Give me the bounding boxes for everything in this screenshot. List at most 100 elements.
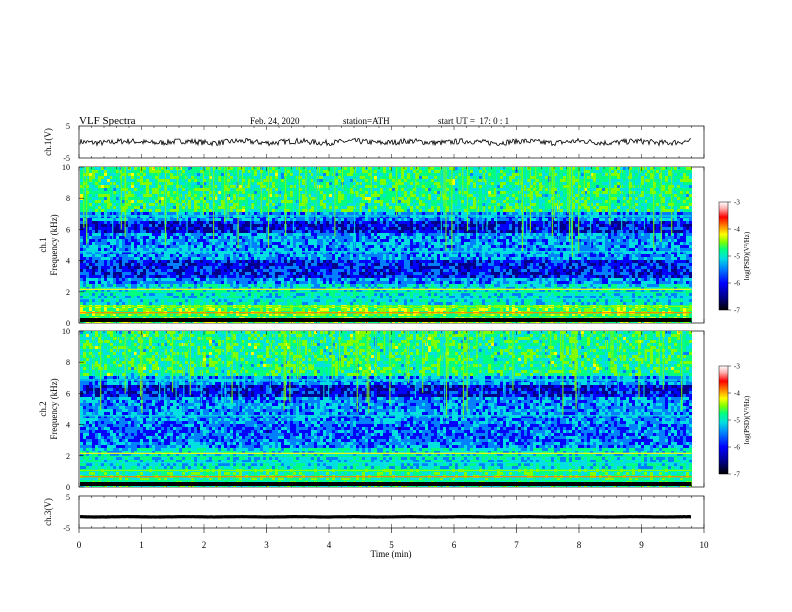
spectrogram-cell (605, 167, 608, 170)
spectrogram-cell (428, 230, 431, 233)
spectrogram-cell (101, 221, 104, 224)
spectrogram-cell (563, 191, 566, 194)
spectrogram-cell (173, 170, 176, 173)
spectrogram-cell (143, 200, 146, 203)
spectrogram-cell (218, 221, 221, 224)
spectrogram-cell (257, 233, 260, 236)
spectrogram-cell (200, 230, 203, 233)
spectrogram-cell (269, 233, 272, 236)
spectrogram-cell (425, 236, 428, 239)
spectrogram-cell (563, 230, 566, 233)
spectrogram-cell (425, 230, 428, 233)
spectrogram-cell (614, 173, 617, 176)
spectrogram-cell (233, 176, 236, 179)
spectrogram-cell (149, 212, 152, 215)
spectrogram-cell (287, 203, 290, 206)
spectrogram-cell (152, 182, 155, 185)
spectrogram-cell (509, 173, 512, 176)
spectrogram-cell (86, 182, 89, 185)
spectrogram-cell (482, 212, 485, 215)
spectrogram-cell (509, 209, 512, 212)
spectrogram-cell (617, 167, 620, 170)
spectrogram-cell (647, 221, 650, 224)
spectrogram-cell (677, 218, 680, 221)
spectrogram-cell (125, 185, 128, 188)
spectrogram-cell (227, 233, 230, 236)
spectrogram-cell (221, 209, 224, 212)
spectrogram-cell (146, 185, 149, 188)
spectrogram-cell (590, 200, 593, 203)
spectrogram-cell (101, 203, 104, 206)
spectrogram-cell (671, 227, 674, 230)
spectrogram-cell (230, 209, 233, 212)
spectrogram-cell (410, 173, 413, 176)
spectrogram-cell (581, 233, 584, 236)
spectrogram-cell (659, 179, 662, 182)
spectrogram-cell (101, 197, 104, 200)
spectrogram-cell (188, 239, 191, 242)
spectrogram-cell (209, 197, 212, 200)
spectrogram-cell (287, 227, 290, 230)
spectrogram-cell (374, 224, 377, 227)
spectrogram-cell (287, 209, 290, 212)
spectrogram-cell (533, 230, 536, 233)
spectrogram-cell (488, 167, 491, 170)
spectrogram-cell (542, 236, 545, 239)
spectrogram-cell (134, 170, 137, 173)
spectrogram-cell (386, 188, 389, 191)
spectrogram-cell (182, 197, 185, 200)
spectrogram-cell (659, 236, 662, 239)
spectrogram-cell (683, 197, 686, 200)
spectrogram-cell (515, 188, 518, 191)
spectrogram-cell (290, 170, 293, 173)
spectrogram-cell (269, 203, 272, 206)
spectrogram-cell (125, 236, 128, 239)
spectrogram-cell (356, 188, 359, 191)
spectrogram-cell (104, 167, 107, 170)
spectrogram-cell (527, 230, 530, 233)
spectrogram-cell (215, 185, 218, 188)
spectrogram-cell (476, 212, 479, 215)
spectrogram-cell (446, 179, 449, 182)
spectrogram-cell (173, 233, 176, 236)
spectrogram-cell (347, 170, 350, 173)
spectrogram-cell (386, 230, 389, 233)
spectrogram-cell (617, 176, 620, 179)
spectrogram-cell (500, 188, 503, 191)
spectrogram-cell (530, 224, 533, 227)
spectrogram-cell (419, 176, 422, 179)
spectrogram-cell (428, 170, 431, 173)
spectrogram-cell (524, 188, 527, 191)
spectrogram-cell (653, 209, 656, 212)
spectrogram-cell (92, 173, 95, 176)
spectrogram-cell (560, 179, 563, 182)
spectrogram-cell (689, 233, 692, 236)
spectrogram-cell (359, 236, 362, 239)
spectrogram-cell (98, 233, 101, 236)
spectrogram-cell (374, 209, 377, 212)
spectrogram-cell (197, 233, 200, 236)
spectrogram-cell (200, 194, 203, 197)
spectrogram-cell (152, 173, 155, 176)
spectrogram-cell (491, 197, 494, 200)
spectrogram-cell (128, 206, 131, 209)
spectrogram-cell (269, 197, 272, 200)
spectrogram-cell (302, 182, 305, 185)
spectrogram-cell (347, 191, 350, 194)
spectrogram-cell (593, 170, 596, 173)
spectrogram-cell (539, 233, 542, 236)
spectrogram-cell (437, 176, 440, 179)
spectrogram-cell (350, 209, 353, 212)
spectrogram-cell (446, 233, 449, 236)
spectrogram-cell (548, 227, 551, 230)
spectrogram-cell (686, 182, 689, 185)
spectrogram-cell (497, 230, 500, 233)
spectrogram-cell (311, 176, 314, 179)
spectrogram-cell (527, 236, 530, 239)
spectrogram-cell (680, 194, 683, 197)
spectrogram-cell (104, 239, 107, 242)
spectrogram-cell (500, 218, 503, 221)
spectrogram-cell (254, 167, 257, 170)
spectrogram-cell (320, 233, 323, 236)
spectrogram-cell (671, 185, 674, 188)
